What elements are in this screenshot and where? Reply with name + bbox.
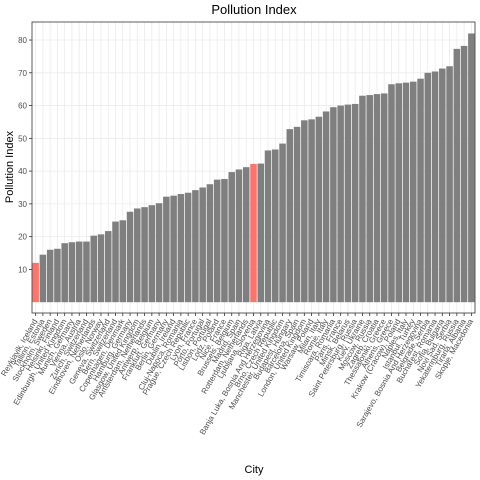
bar: [192, 190, 199, 303]
bar: [264, 150, 272, 303]
bar: [293, 126, 301, 303]
bar: [424, 72, 432, 303]
bar: [402, 82, 410, 303]
y-tick-label: 50: [18, 134, 27, 143]
bar: [61, 243, 68, 303]
bar: [39, 254, 47, 303]
bar: [32, 262, 39, 303]
bar: [446, 66, 453, 303]
bar: [119, 220, 127, 303]
bar: [330, 107, 337, 303]
bar: [46, 249, 54, 303]
bar: [315, 116, 323, 303]
y-tick-label: 10: [18, 265, 27, 274]
y-tick-label: 70: [18, 69, 27, 78]
bar: [431, 71, 439, 303]
y-axis-title: Pollution Index: [4, 130, 16, 203]
bar: [373, 94, 381, 303]
panel-border: [31, 21, 476, 314]
bar: [286, 129, 294, 303]
y-tick-label: 60: [18, 102, 27, 111]
bar: [54, 248, 61, 303]
bar: [453, 48, 461, 303]
bar: [366, 95, 373, 303]
bar: [170, 195, 177, 303]
bar: [395, 83, 403, 303]
bar: [126, 211, 134, 303]
bar: [417, 78, 424, 303]
x-axis-title: City: [245, 464, 264, 476]
bar: [235, 169, 243, 303]
bar: [134, 208, 141, 303]
y-tick-label: 20: [18, 233, 27, 242]
bar: [83, 241, 90, 303]
bar: [460, 45, 468, 303]
bar: [213, 179, 221, 303]
bar: [148, 205, 156, 303]
chart-title: Pollution Index: [211, 2, 297, 17]
bar: [337, 105, 344, 303]
bar: [228, 172, 235, 303]
bar: [250, 163, 257, 303]
bar: [68, 242, 76, 303]
bar: [359, 95, 366, 303]
bar: [184, 192, 192, 303]
bar: [322, 111, 330, 303]
bar: [351, 103, 359, 303]
y-tick-label: 80: [18, 36, 27, 45]
bar: [242, 167, 250, 303]
bar: [410, 81, 417, 303]
bar: [388, 84, 395, 303]
bar: [301, 120, 308, 303]
bar: [439, 68, 446, 303]
bar: [112, 221, 119, 303]
bar: [206, 184, 214, 303]
bar: [90, 235, 97, 303]
bar: [308, 119, 315, 303]
bar: [75, 241, 83, 303]
bar: [141, 207, 148, 303]
bar: [279, 143, 286, 303]
bar: [221, 178, 228, 303]
bar: [272, 149, 279, 303]
y-tick-label: 30: [18, 200, 27, 209]
bar: [97, 234, 105, 303]
bar: [344, 104, 352, 303]
bar: [380, 93, 388, 303]
bar: [155, 203, 163, 303]
bar: [199, 187, 206, 303]
bar: [104, 231, 112, 303]
bar: [177, 194, 185, 303]
bar: [257, 163, 265, 303]
bar: [163, 196, 170, 303]
bar: [468, 33, 475, 303]
y-tick-label: 40: [18, 167, 27, 176]
